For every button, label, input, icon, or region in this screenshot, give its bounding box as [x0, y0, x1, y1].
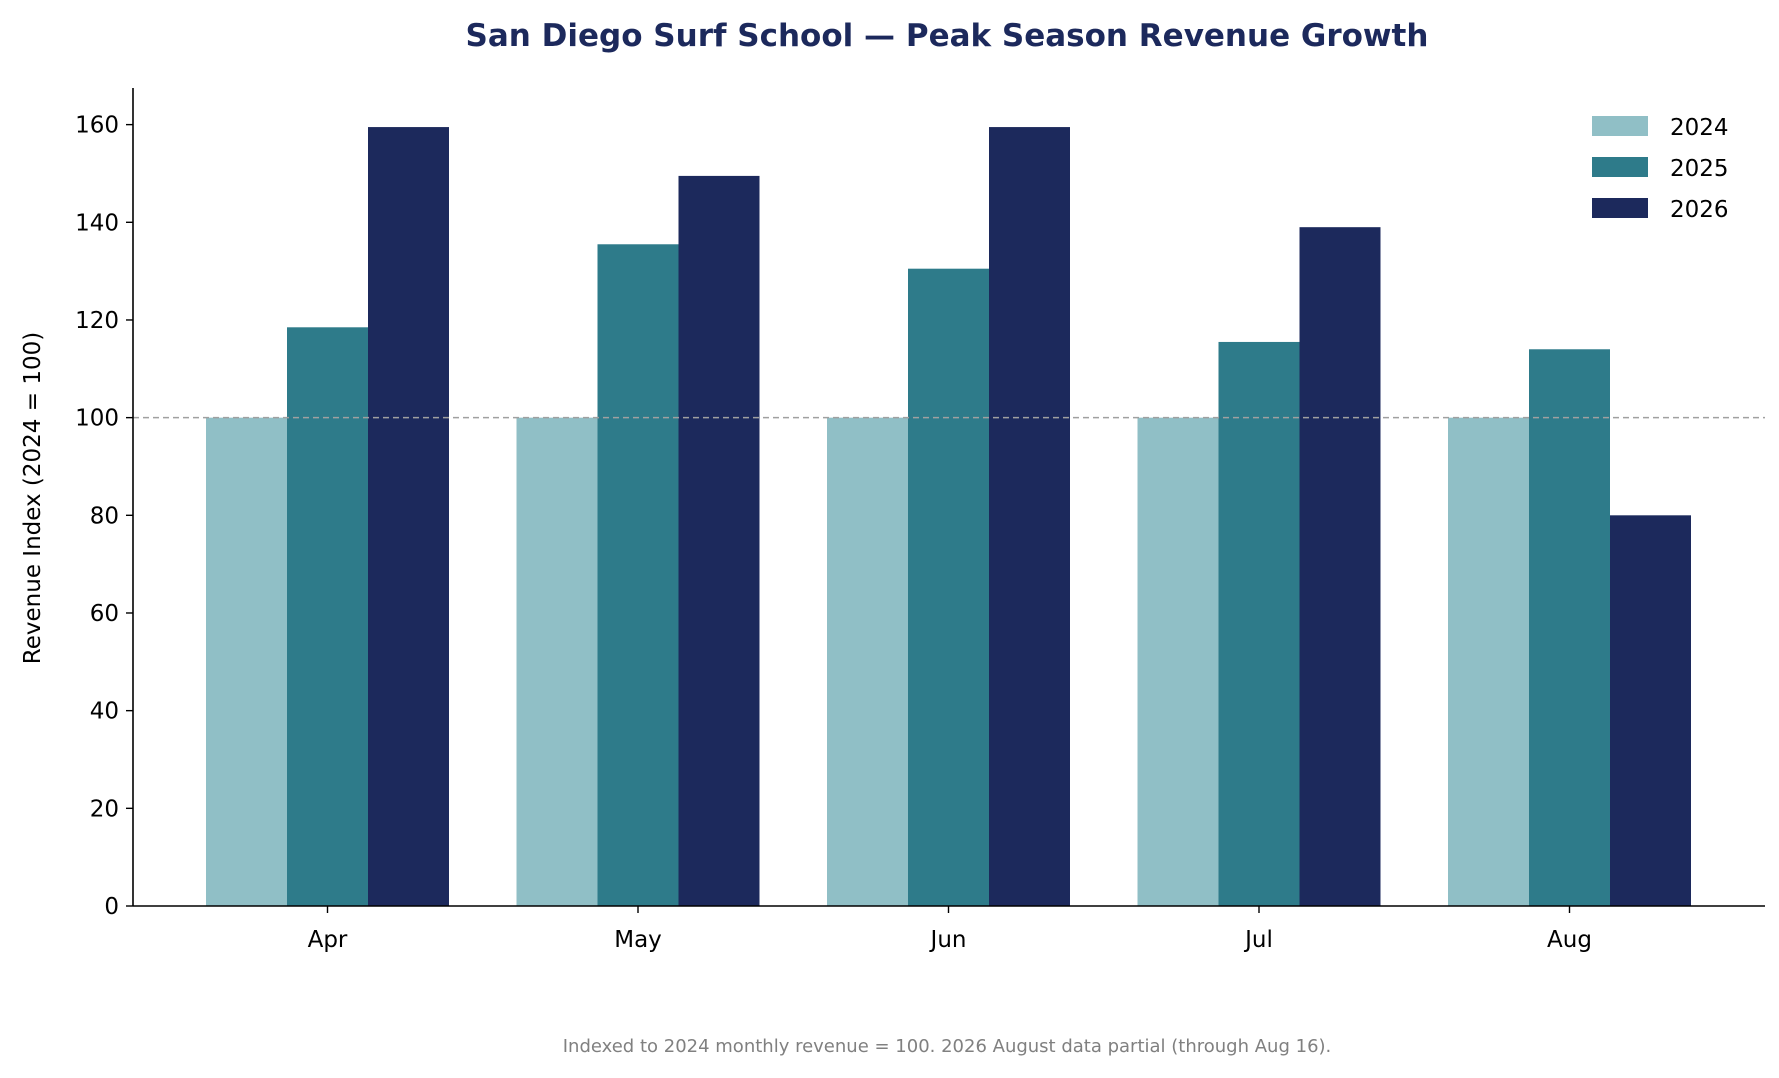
x-tick-label-aug: Aug [1547, 927, 1592, 953]
x-tick-label-jul: Jul [1243, 927, 1273, 953]
x-tick-label-may: May [614, 927, 662, 953]
bar-2025-jun [908, 268, 989, 907]
legend-swatch-2026 [1592, 198, 1648, 218]
y-tick-label: 0 [104, 894, 119, 920]
plot-area: 0 20 40 60 80 100 120 140 160 Apr May Jun Jul Aug [75, 88, 1765, 953]
bar-2024-jul [1137, 417, 1219, 906]
y-tick-label: 120 [75, 308, 119, 334]
legend-swatch-2025 [1592, 157, 1648, 177]
bar-2024-aug [1448, 417, 1529, 906]
legend: 2024 2025 2026 [1592, 115, 1729, 223]
y-axis-label: Revenue Index (2024 = 100) [20, 332, 46, 664]
footnote: Indexed to 2024 monthly revenue = 100. 2… [563, 1036, 1332, 1057]
chart-title: San Diego Surf School — Peak Season Reve… [466, 18, 1429, 54]
bar-2024-may [516, 417, 598, 906]
y-tick-label: 20 [90, 796, 119, 822]
legend-swatch-2024 [1592, 116, 1648, 136]
bar-2026-may [678, 175, 760, 906]
bar-2026-aug [1610, 515, 1691, 906]
bar-2025-aug [1529, 349, 1610, 907]
y-tick-label: 40 [90, 699, 119, 725]
bar-2024-jun [827, 417, 908, 906]
legend-label-2026: 2026 [1670, 197, 1729, 223]
bar-2026-jun [989, 127, 1070, 906]
y-tick-label: 60 [90, 601, 119, 627]
legend-label-2024: 2024 [1670, 115, 1729, 141]
y-tick-label: 140 [75, 210, 119, 236]
bar-2024-apr [206, 417, 287, 906]
x-tick-label-apr: Apr [308, 927, 348, 953]
bar-2025-apr [287, 327, 368, 906]
bar-2026-jul [1299, 227, 1381, 907]
x-tick-label-jun: Jun [929, 927, 967, 953]
bar-2025-may [597, 244, 679, 906]
y-tick-label: 100 [75, 406, 119, 432]
bar-2025-jul [1218, 341, 1300, 906]
y-tick-label: 80 [90, 503, 119, 529]
bar-2026-apr [368, 127, 449, 906]
y-tick-label: 160 [75, 113, 119, 139]
legend-label-2025: 2025 [1670, 156, 1729, 182]
